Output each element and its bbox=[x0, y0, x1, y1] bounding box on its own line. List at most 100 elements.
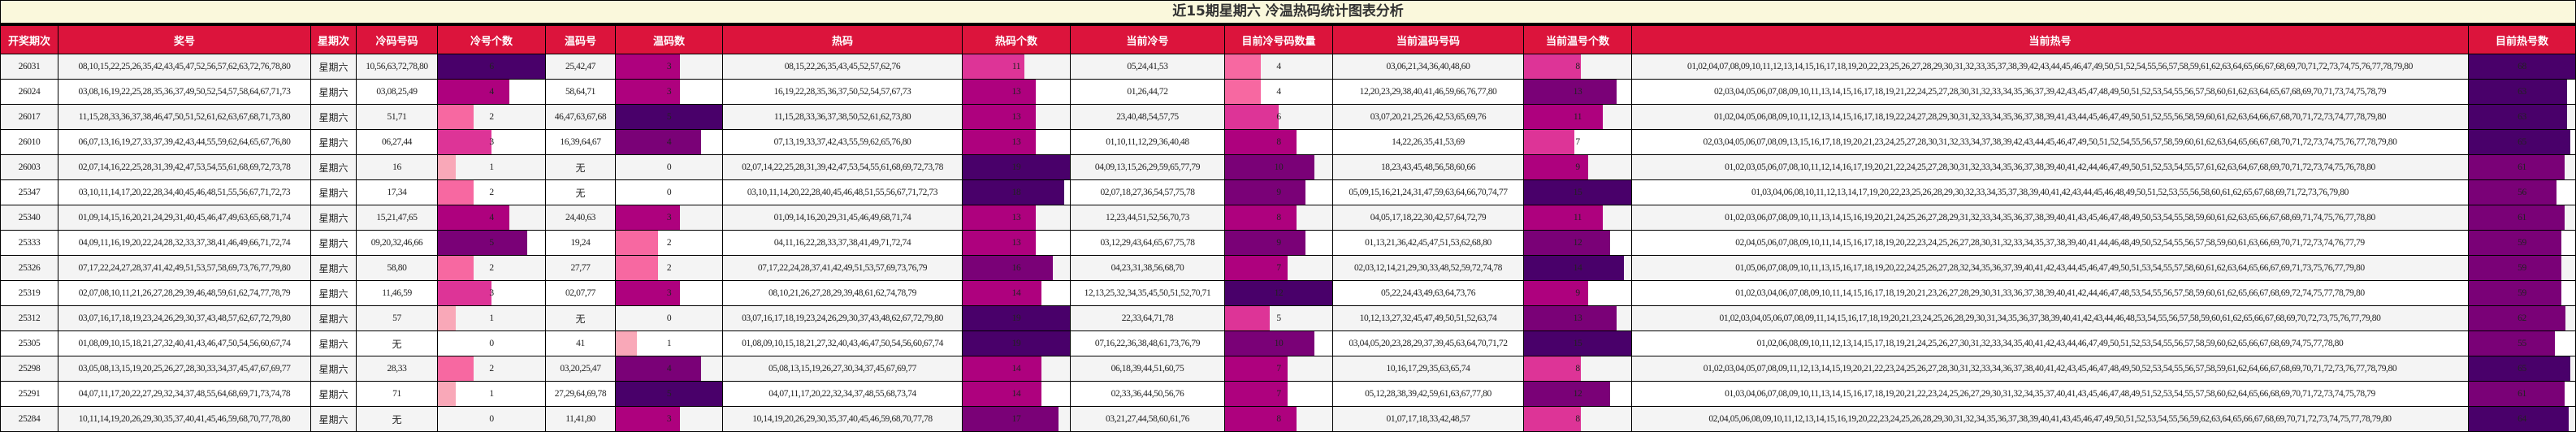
cur-cold-count-cell: 12 bbox=[1224, 280, 1333, 306]
bar-value: 7 bbox=[1276, 263, 1281, 273]
cur-hot-count-cell: 59 bbox=[2468, 255, 2576, 281]
cur-warm-cell: 03,06,21,34,36,40,48,60 bbox=[1332, 54, 1524, 80]
bar-value: 13 bbox=[1573, 313, 1582, 323]
cur-warm-cell: 03,07,20,21,25,26,42,53,65,69,76 bbox=[1332, 104, 1524, 130]
table-row: 25291 04,07,11,17,20,22,27,29,32,34,37,48… bbox=[0, 381, 2576, 407]
table-row: 25326 07,17,22,24,27,28,37,41,42,49,51,53… bbox=[0, 255, 2576, 281]
data-bar bbox=[438, 155, 456, 179]
warm-cell: 03,20,25,47 bbox=[545, 356, 616, 382]
bar-value: 12 bbox=[1573, 238, 1582, 248]
cur-hot-count-cell: 61 bbox=[2468, 205, 2576, 231]
cold-count-cell: 3 bbox=[437, 129, 546, 155]
bar-value: 14 bbox=[1573, 263, 1582, 273]
data-bar bbox=[438, 281, 491, 305]
column-header-hot-count: 热码个数 bbox=[962, 25, 1071, 54]
bar-value: 17 bbox=[1011, 414, 1021, 424]
table-row: 25284 10,11,14,19,20,26,29,30,35,37,40,41… bbox=[0, 406, 2576, 432]
warm-count-cell: 0 bbox=[615, 179, 723, 205]
data-bar bbox=[1524, 306, 1617, 330]
weekday-cell: 星期六 bbox=[310, 79, 357, 105]
weekday-cell: 星期六 bbox=[310, 129, 357, 155]
cold-cell: 16 bbox=[356, 154, 438, 180]
warm-count-cell: 4 bbox=[615, 129, 723, 155]
cold-count-cell: 3 bbox=[437, 280, 546, 306]
hot-count-cell: 17 bbox=[962, 406, 1071, 432]
bar-value: 13 bbox=[1011, 238, 1021, 248]
bar-value: 8 bbox=[1575, 364, 1580, 374]
cur-cold-cell: 01,26,44,72 bbox=[1070, 79, 1225, 105]
warm-cell: 16,39,64,67 bbox=[545, 129, 616, 155]
cur-hot-cell: 01,02,03,04,05,07,08,09,11,12,13,14,15,1… bbox=[1631, 356, 2469, 382]
bar-value: 1 bbox=[489, 313, 494, 323]
cur-warm-count-cell: 13 bbox=[1523, 305, 1632, 331]
data-bar bbox=[616, 356, 701, 381]
bar-value: 61 bbox=[2518, 389, 2526, 399]
bar-value: 3 bbox=[489, 137, 494, 147]
hot-cell: 10,14,19,20,26,29,30,35,37,40,45,46,59,6… bbox=[722, 406, 963, 432]
numbers-cell: 11,15,28,33,36,37,38,46,47,50,51,52,61,6… bbox=[58, 104, 311, 130]
bar-value: 7 bbox=[1276, 389, 1281, 399]
bar-value: 3 bbox=[666, 414, 672, 424]
bar-value: 13 bbox=[1011, 87, 1021, 97]
bar-value: 13 bbox=[1011, 137, 1021, 147]
bar-value: 55 bbox=[2518, 339, 2526, 348]
numbers-cell: 03,07,16,17,18,19,23,24,26,29,30,37,43,4… bbox=[58, 305, 311, 331]
bar-value: 6 bbox=[489, 62, 494, 71]
numbers-cell: 07,17,22,24,27,28,37,41,42,49,51,53,57,5… bbox=[58, 255, 311, 281]
data-bar bbox=[616, 256, 659, 280]
cold-count-cell: 4 bbox=[437, 205, 546, 231]
data-bar bbox=[2469, 256, 2561, 280]
warm-cell: 58,64,71 bbox=[545, 79, 616, 105]
cur-cold-count-cell: 4 bbox=[1224, 79, 1333, 105]
warm-count-cell: 2 bbox=[615, 230, 723, 256]
data-bar bbox=[2469, 306, 2566, 330]
cur-cold-count-cell: 7 bbox=[1224, 381, 1333, 407]
bar-value: 11 bbox=[1011, 62, 1021, 71]
cur-cold-cell: 23,40,48,54,57,75 bbox=[1070, 104, 1225, 130]
numbers-cell: 08,10,15,22,25,26,35,42,43,45,47,52,56,5… bbox=[58, 54, 311, 80]
cur-hot-cell: 01,05,06,07,08,09,10,11,13,15,16,17,18,1… bbox=[1631, 255, 2469, 281]
bar-value: 13 bbox=[1011, 213, 1021, 222]
data-bar bbox=[2469, 155, 2565, 179]
data-bar bbox=[1225, 256, 1288, 280]
cur-warm-cell: 10,16,17,29,35,63,65,74 bbox=[1332, 356, 1524, 382]
weekday-cell: 星期六 bbox=[310, 104, 357, 130]
weekday-cell: 星期六 bbox=[310, 305, 357, 331]
bar-value: 65 bbox=[2518, 364, 2526, 374]
bar-value: 7 bbox=[1276, 364, 1281, 374]
issue-cell: 25347 bbox=[0, 179, 58, 205]
table-row: 25347 03,10,11,14,17,20,22,28,34,40,45,46… bbox=[0, 179, 2576, 205]
cold-count-cell: 2 bbox=[437, 356, 546, 382]
cold-cell: 51,71 bbox=[356, 104, 438, 130]
issue-cell: 25326 bbox=[0, 255, 58, 281]
data-bar bbox=[1225, 54, 1261, 79]
bar-value: 9 bbox=[1276, 238, 1281, 248]
bar-value: 15 bbox=[1573, 188, 1582, 197]
numbers-cell: 01,08,09,10,15,18,21,27,32,40,41,43,46,4… bbox=[58, 330, 311, 356]
data-bar bbox=[1524, 407, 1582, 431]
cur-hot-count-cell: 56 bbox=[2468, 179, 2576, 205]
bar-value: 13 bbox=[1011, 112, 1021, 122]
bar-value: 61 bbox=[2518, 162, 2526, 172]
hot-cell: 04,07,11,17,20,22,32,34,37,48,55,68,73,7… bbox=[722, 381, 963, 407]
bar-value: 11 bbox=[1573, 112, 1582, 122]
bar-value: 65 bbox=[2518, 137, 2526, 147]
data-bar bbox=[963, 231, 1037, 255]
data-bar bbox=[616, 54, 680, 79]
hot-count-cell: 13 bbox=[962, 230, 1071, 256]
cur-cold-cell: 01,10,11,12,29,36,40,48 bbox=[1070, 129, 1225, 155]
cur-hot-cell: 02,04,05,06,07,08,09,10,11,14,15,16,17,1… bbox=[1631, 230, 2469, 256]
data-bar bbox=[963, 105, 1037, 129]
cur-cold-count-cell: 8 bbox=[1224, 129, 1333, 155]
cold-cell: 11,46,59 bbox=[356, 280, 438, 306]
cur-hot-count-cell: 63 bbox=[2468, 79, 2576, 105]
issue-cell: 26031 bbox=[0, 54, 58, 80]
column-header-issue: 开奖期次 bbox=[0, 25, 58, 54]
weekday-cell: 星期六 bbox=[310, 381, 357, 407]
bar-value: 11 bbox=[1573, 213, 1582, 222]
bar-value: 5 bbox=[1276, 313, 1281, 323]
cold-cell: 06,27,44 bbox=[356, 129, 438, 155]
bar-value: 2 bbox=[489, 263, 494, 273]
cur-cold-count-cell: 5 bbox=[1224, 305, 1333, 331]
hot-cell: 07,17,22,24,28,37,41,42,49,51,53,57,69,7… bbox=[722, 255, 963, 281]
